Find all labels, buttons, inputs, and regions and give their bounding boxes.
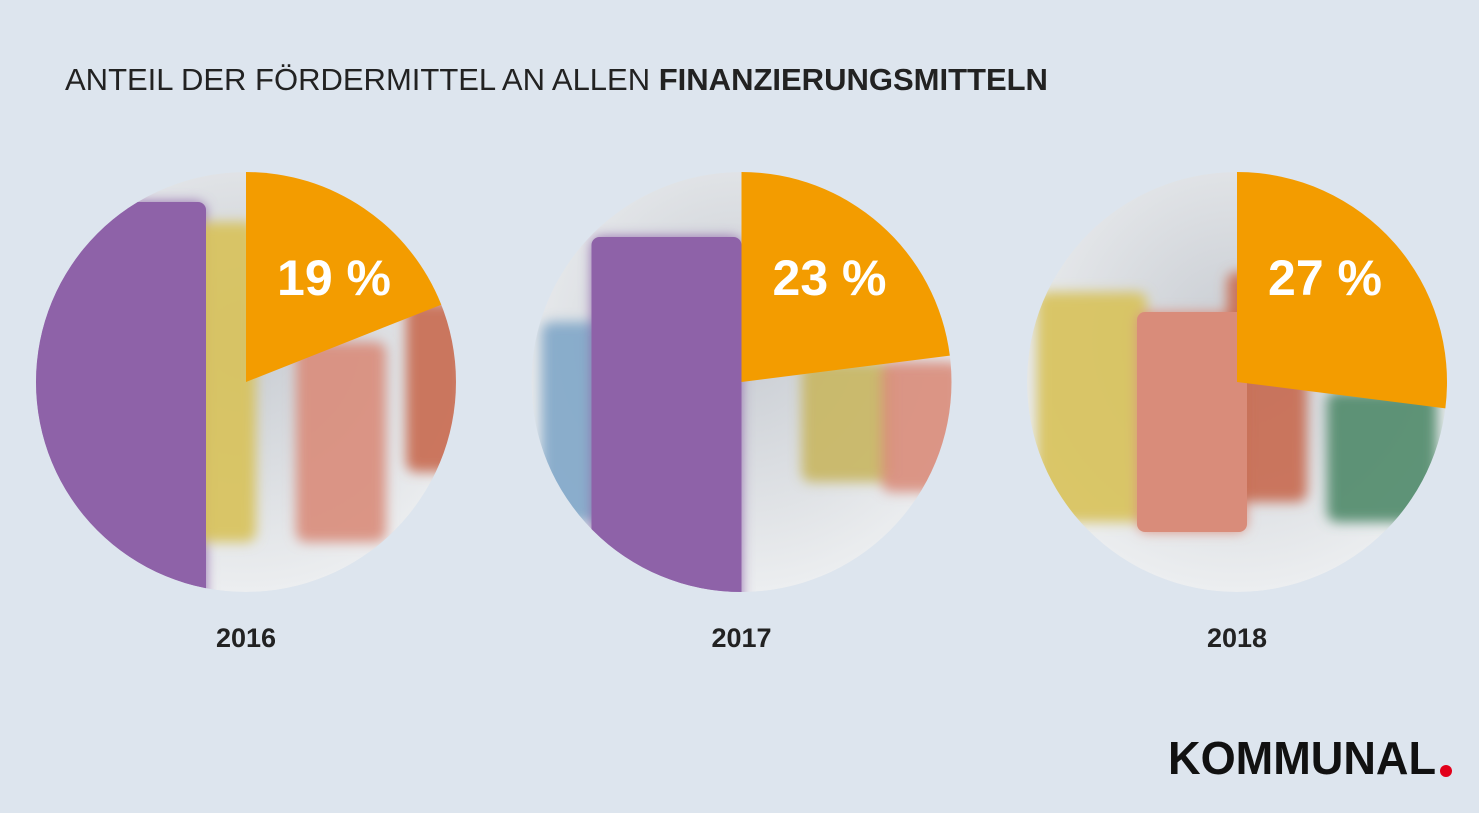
title-regular: ANTEIL DER FÖRDERMITTEL AN ALLEN — [65, 62, 650, 97]
value-label: 27 % — [1268, 250, 1382, 306]
value-label: 23 % — [773, 250, 887, 306]
logo: KOMMUNAL — [1168, 732, 1436, 784]
bill-front — [1137, 312, 1247, 532]
pie-slice — [1237, 172, 1447, 409]
title-bold: FINANZIERUNGSMITTELN — [659, 62, 1048, 97]
value-label: 19 % — [277, 250, 391, 306]
bill — [1327, 392, 1437, 522]
logo-dot — [1440, 765, 1452, 777]
pie-title: 2016 — [216, 623, 276, 653]
pie-title: 2018 — [1207, 623, 1267, 653]
pie-slice — [246, 172, 442, 382]
bill — [1037, 292, 1147, 522]
bill — [296, 342, 386, 542]
pie-slice — [741, 172, 950, 382]
bill — [801, 362, 892, 482]
chart-title: ANTEIL DER FÖRDERMITTEL AN ALLEN FINANZI… — [65, 62, 1048, 97]
pie-title: 2017 — [711, 623, 771, 653]
